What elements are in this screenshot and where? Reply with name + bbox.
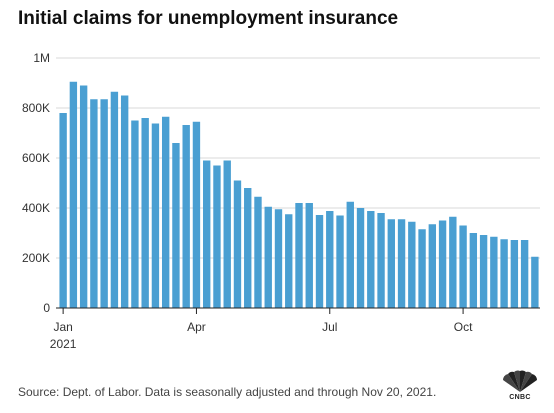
bar — [120, 95, 129, 308]
bar — [295, 203, 303, 308]
y-tick-label: 0 — [43, 301, 50, 315]
bar — [172, 143, 180, 308]
bar — [110, 91, 119, 308]
y-axis-tick-labels: 0 200K 400K 600K 800K 1M — [22, 51, 50, 315]
bar — [79, 85, 88, 308]
peacock-logo-icon: CNBC — [500, 370, 540, 406]
bar — [223, 160, 231, 308]
bar — [90, 99, 98, 308]
bar — [520, 240, 529, 308]
bar — [192, 121, 201, 308]
bar — [356, 208, 365, 308]
bar — [531, 256, 539, 308]
y-tick-label: 1M — [33, 51, 50, 65]
y-tick-label: 400K — [22, 201, 50, 215]
bar — [274, 209, 283, 308]
bar — [315, 215, 324, 308]
bar — [141, 118, 149, 308]
bar — [500, 239, 508, 308]
bar — [100, 99, 108, 308]
bar — [397, 219, 406, 308]
peacock-logo-graphic — [502, 370, 538, 392]
x-tick-label: Jul — [322, 320, 337, 334]
bar — [161, 116, 170, 308]
bar — [469, 233, 478, 308]
source-note: Source: Dept. of Labor. Data is seasonal… — [18, 385, 437, 399]
bar — [490, 236, 498, 308]
y-tick-label: 600K — [22, 151, 50, 165]
chart-title: Initial claims for unemployment insuranc… — [18, 8, 399, 29]
bar — [264, 206, 272, 308]
bar — [244, 188, 252, 308]
bar — [131, 120, 139, 308]
bar — [326, 211, 334, 308]
logo-wordmark: CNBC — [509, 394, 531, 401]
bar — [367, 211, 375, 308]
bar — [438, 220, 447, 308]
bar — [449, 216, 457, 308]
bar — [479, 235, 488, 308]
bar — [182, 125, 190, 308]
bar — [428, 224, 437, 308]
x-tick-label: Apr — [187, 320, 206, 334]
bar — [69, 81, 78, 308]
y-tick-label: 800K — [22, 101, 50, 115]
bar — [285, 214, 293, 308]
y-tick-label: 200K — [22, 251, 50, 265]
bar — [213, 165, 221, 308]
bar — [387, 219, 395, 308]
x-axis-ticks: Jan 2021 Apr Jul Oct — [50, 308, 473, 351]
bar — [377, 213, 385, 308]
bar — [151, 123, 160, 308]
bar — [254, 196, 262, 308]
bars — [59, 81, 539, 308]
bar — [203, 160, 211, 308]
x-tick-sublabel: 2021 — [50, 337, 77, 351]
bar — [408, 221, 416, 308]
bar — [418, 229, 426, 308]
bar — [510, 240, 519, 308]
bar — [233, 180, 242, 308]
bar — [459, 225, 467, 308]
bar — [346, 201, 354, 308]
bar — [59, 113, 67, 308]
x-tick-label: Jan — [53, 320, 72, 334]
bar — [336, 215, 344, 308]
x-tick-label: Oct — [454, 320, 473, 334]
bar — [305, 203, 313, 308]
